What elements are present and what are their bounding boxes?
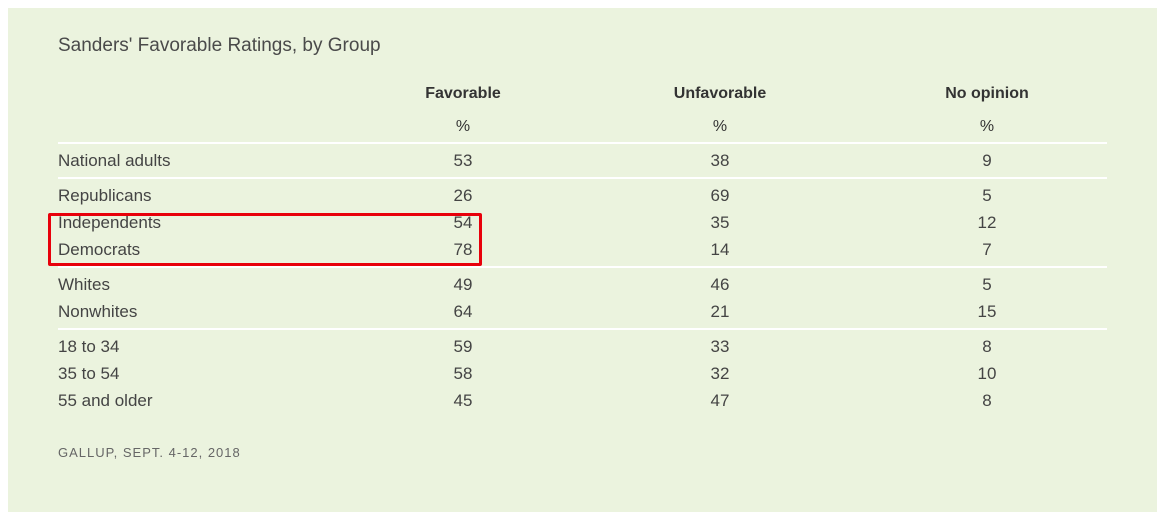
cell-unfavorable: 14 <box>710 240 730 259</box>
row-label: Nonwhites <box>58 302 138 321</box>
cell-favorable: 78 <box>453 240 473 259</box>
group-divider <box>58 142 1107 144</box>
column-unit-favorable: % <box>455 118 471 135</box>
cell-favorable: 26 <box>453 186 473 205</box>
table-row: Democrats 78 14 7 <box>8 240 1157 264</box>
cell-unfavorable: 33 <box>710 337 730 356</box>
row-label: 18 to 34 <box>58 337 120 356</box>
cell-unfavorable: 47 <box>710 391 730 410</box>
cell-no-opinion: 7 <box>982 240 992 259</box>
cell-no-opinion: 10 <box>977 364 997 383</box>
row-label: National adults <box>58 151 171 170</box>
cell-unfavorable: 69 <box>710 186 730 205</box>
source-note: GALLUP, SEPT. 4-12, 2018 <box>58 445 241 460</box>
group-divider <box>58 177 1107 179</box>
cell-favorable: 58 <box>453 364 473 383</box>
table-row: Nonwhites 64 21 15 <box>8 302 1157 326</box>
cell-no-opinion: 8 <box>982 391 992 410</box>
cell-favorable: 59 <box>453 337 473 356</box>
column-header-unfavorable: Unfavorable <box>673 85 767 102</box>
cell-unfavorable: 46 <box>710 275 730 294</box>
cell-favorable: 45 <box>453 391 473 410</box>
cell-unfavorable: 38 <box>710 151 730 170</box>
cell-favorable: 64 <box>453 302 473 321</box>
cell-no-opinion: 12 <box>977 213 997 232</box>
column-unit-unfavorable: % <box>712 118 728 135</box>
row-label: Democrats <box>58 240 141 259</box>
table-row: Whites 49 46 5 <box>8 275 1157 299</box>
table-row: National adults 53 38 9 <box>8 151 1157 175</box>
cell-unfavorable: 32 <box>710 364 730 383</box>
cell-favorable: 54 <box>453 213 473 232</box>
table-row: 55 and older 45 47 8 <box>8 391 1157 415</box>
row-label: Independents <box>58 213 162 232</box>
chart-card: Sanders' Favorable Ratings, by Group Fav… <box>8 8 1157 512</box>
cell-unfavorable: 21 <box>710 302 730 321</box>
cell-no-opinion: 5 <box>982 186 992 205</box>
highlight-box <box>48 213 482 266</box>
chart-title: Sanders' Favorable Ratings, by Group <box>58 35 381 56</box>
row-label: 55 and older <box>58 391 153 410</box>
cell-unfavorable: 35 <box>710 213 730 232</box>
group-divider <box>58 328 1107 330</box>
column-header-favorable: Favorable <box>425 85 501 102</box>
table-row: Independents 54 35 12 <box>8 213 1157 237</box>
column-unit-no-opinion: % <box>979 118 995 135</box>
cell-no-opinion: 15 <box>977 302 997 321</box>
table-row: 35 to 54 58 32 10 <box>8 364 1157 388</box>
cell-favorable: 53 <box>453 151 473 170</box>
table-row: 18 to 34 59 33 8 <box>8 337 1157 361</box>
row-label: Republicans <box>58 186 152 205</box>
cell-no-opinion: 8 <box>982 337 992 356</box>
row-label: Whites <box>58 275 110 294</box>
cell-no-opinion: 5 <box>982 275 992 294</box>
group-divider <box>58 266 1107 268</box>
cell-favorable: 49 <box>453 275 473 294</box>
cell-no-opinion: 9 <box>982 151 992 170</box>
table-row: Republicans 26 69 5 <box>8 186 1157 210</box>
row-label: 35 to 54 <box>58 364 120 383</box>
column-header-no-opinion: No opinion <box>945 85 1029 102</box>
